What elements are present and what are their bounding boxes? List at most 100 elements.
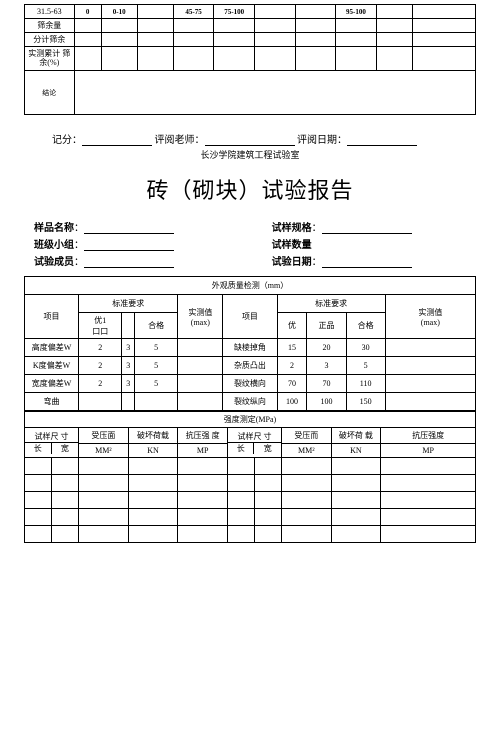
data-cell: [128, 526, 178, 543]
col-std: 标准要求: [277, 295, 385, 313]
data-cell: [254, 475, 281, 492]
data-cell: [52, 509, 79, 526]
members-label: 试验成员: [34, 257, 74, 268]
q-right-label: 裂纹纵向: [223, 393, 277, 411]
q-left-label: 弯曲: [25, 393, 79, 411]
data-cell: [178, 458, 228, 475]
data-cell: [331, 475, 381, 492]
data-cell: [331, 526, 381, 543]
sub-hege: 合格: [135, 313, 178, 339]
strength-header: 强度测定(MPa): [25, 412, 476, 428]
cell: [376, 5, 412, 19]
q-right-label: 杂质凸出: [223, 357, 277, 375]
sample-name-label: 样品名称: [34, 223, 74, 234]
col-item: 项目: [223, 295, 277, 339]
data-cell: [128, 475, 178, 492]
cell: 75-100: [214, 5, 255, 19]
data-cell: [331, 509, 381, 526]
sub-you1: 优1口口: [79, 313, 122, 339]
table-row: [25, 509, 476, 526]
data-cell: [254, 509, 281, 526]
q-right-label: 裂纹横向: [223, 375, 277, 393]
data-cell: [178, 509, 228, 526]
quality-header: 外观质量检测（mm）: [25, 277, 476, 295]
cell: 0-10: [101, 5, 137, 19]
score-label: 记分：: [52, 135, 82, 146]
org-name: 长沙学院建筑工程试验室: [24, 148, 476, 161]
col-load: 破坏荷载: [128, 428, 178, 444]
data-cell: [178, 492, 228, 509]
data-cell: [52, 475, 79, 492]
sieve-table: 31.5-63 0 0-10 45-75 75-100 95-100 筛余量 分…: [24, 4, 476, 115]
data-cell: [128, 509, 178, 526]
data-cell: [79, 458, 129, 475]
data-cell: [25, 509, 52, 526]
unit: KN: [331, 444, 381, 458]
data-cell: [254, 458, 281, 475]
unit: MM²: [79, 444, 129, 458]
table-row: [25, 526, 476, 543]
data-cell: [381, 492, 476, 509]
sieve-range: 31.5-63: [25, 5, 75, 19]
data-cell: [331, 492, 381, 509]
col-strength: 抗压强度: [381, 428, 476, 444]
data-cell: [128, 492, 178, 509]
quality-table: 外观质量检测（mm） 项目 标准要求 实测值(max) 项目 标准要求 实测值(…: [24, 276, 476, 411]
q-left-label: K度偏差W: [25, 357, 79, 375]
cell: [295, 5, 336, 19]
unit: MP: [381, 444, 476, 458]
col-size: 试样尺 寸长宽: [25, 428, 79, 458]
col-size: 试样尺 寸长宽: [227, 428, 281, 458]
data-cell: [52, 526, 79, 543]
signature-line: 记分： 评阅老师： 评阅日期：: [52, 131, 476, 146]
cell: 95-100: [336, 5, 377, 19]
info-block: 样品名称： 试样规格： 班级小组： 试样数量 试验成员： 试验日期：: [34, 219, 466, 268]
cell: [137, 5, 173, 19]
cell: 45-75: [173, 5, 214, 19]
unit: MP: [178, 444, 228, 458]
q-left-label: 宽度偏差W: [25, 375, 79, 393]
data-cell: [227, 458, 254, 475]
row-label: 实测累计 筛余(%): [25, 47, 75, 71]
conclusion-label: 结论: [25, 71, 75, 115]
row-label: 筛余量: [25, 19, 75, 33]
table-row: [25, 492, 476, 509]
sub-you: 优: [277, 313, 307, 339]
strength-table: 强度测定(MPa) 试样尺 寸长宽 受压面 破坏荷载 抗压强 度 试样尺 寸长宽…: [24, 411, 476, 543]
col-measured: 实测值(max): [178, 295, 223, 339]
q-right-label: 缺棱掉角: [223, 339, 277, 357]
data-cell: [25, 492, 52, 509]
data-cell: [254, 526, 281, 543]
qty-label: 试样数量: [272, 240, 312, 251]
data-cell: [178, 526, 228, 543]
data-cell: [381, 458, 476, 475]
teacher-label: 评阅老师：: [155, 135, 205, 146]
spec-label: 试样规格: [272, 223, 312, 234]
col-item: 项目: [25, 295, 79, 339]
data-cell: [282, 509, 332, 526]
table-row: [25, 475, 476, 492]
data-cell: [52, 492, 79, 509]
class-label: 班级小组: [34, 240, 74, 251]
data-cell: [79, 492, 129, 509]
col-strength: 抗压强 度: [178, 428, 228, 444]
data-cell: [178, 475, 228, 492]
data-cell: [25, 475, 52, 492]
cell: [412, 5, 475, 19]
unit: KN: [128, 444, 178, 458]
col-load: 破坏荷 载: [331, 428, 381, 444]
cell: 0: [74, 5, 101, 19]
data-cell: [52, 458, 79, 475]
data-cell: [381, 526, 476, 543]
data-cell: [381, 509, 476, 526]
data-cell: [227, 475, 254, 492]
data-cell: [282, 526, 332, 543]
data-cell: [282, 475, 332, 492]
data-cell: [79, 526, 129, 543]
report-title: 砖（砌块）试验报告: [24, 173, 476, 205]
col-area: 受压而: [282, 428, 332, 444]
sub-zheng: 正品: [307, 313, 346, 339]
data-cell: [79, 475, 129, 492]
col-area: 受压面: [79, 428, 129, 444]
col-std: 标准要求: [79, 295, 178, 313]
